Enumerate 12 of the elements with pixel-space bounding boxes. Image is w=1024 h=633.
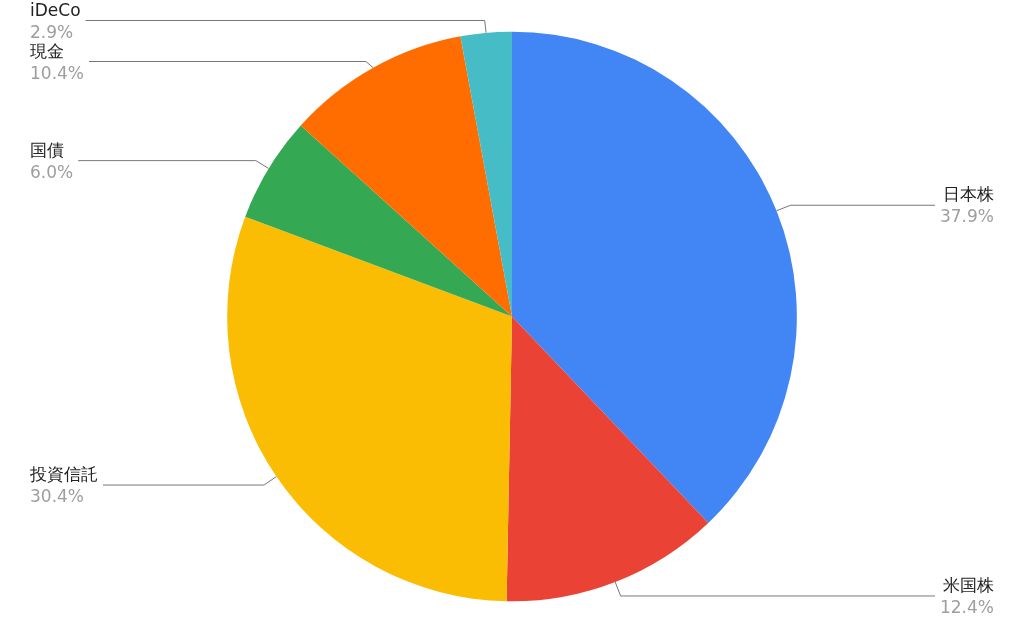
data-label: 30.4% <box>30 486 85 507</box>
slice-label: 米国株 <box>943 574 994 595</box>
slice-label: iDeCo <box>30 0 81 20</box>
data-label: 2.9% <box>30 21 74 42</box>
data-label: 37.9% <box>939 206 994 227</box>
slice-label: 日本株 <box>943 184 994 205</box>
data-label: 12.4% <box>939 596 994 617</box>
slice-label: 国債 <box>30 139 64 160</box>
data-label: 6.0% <box>30 161 74 182</box>
slice-label: 投資信託 <box>29 464 98 485</box>
slice-label: 現金 <box>30 40 64 61</box>
data-label: 10.4% <box>30 62 85 83</box>
